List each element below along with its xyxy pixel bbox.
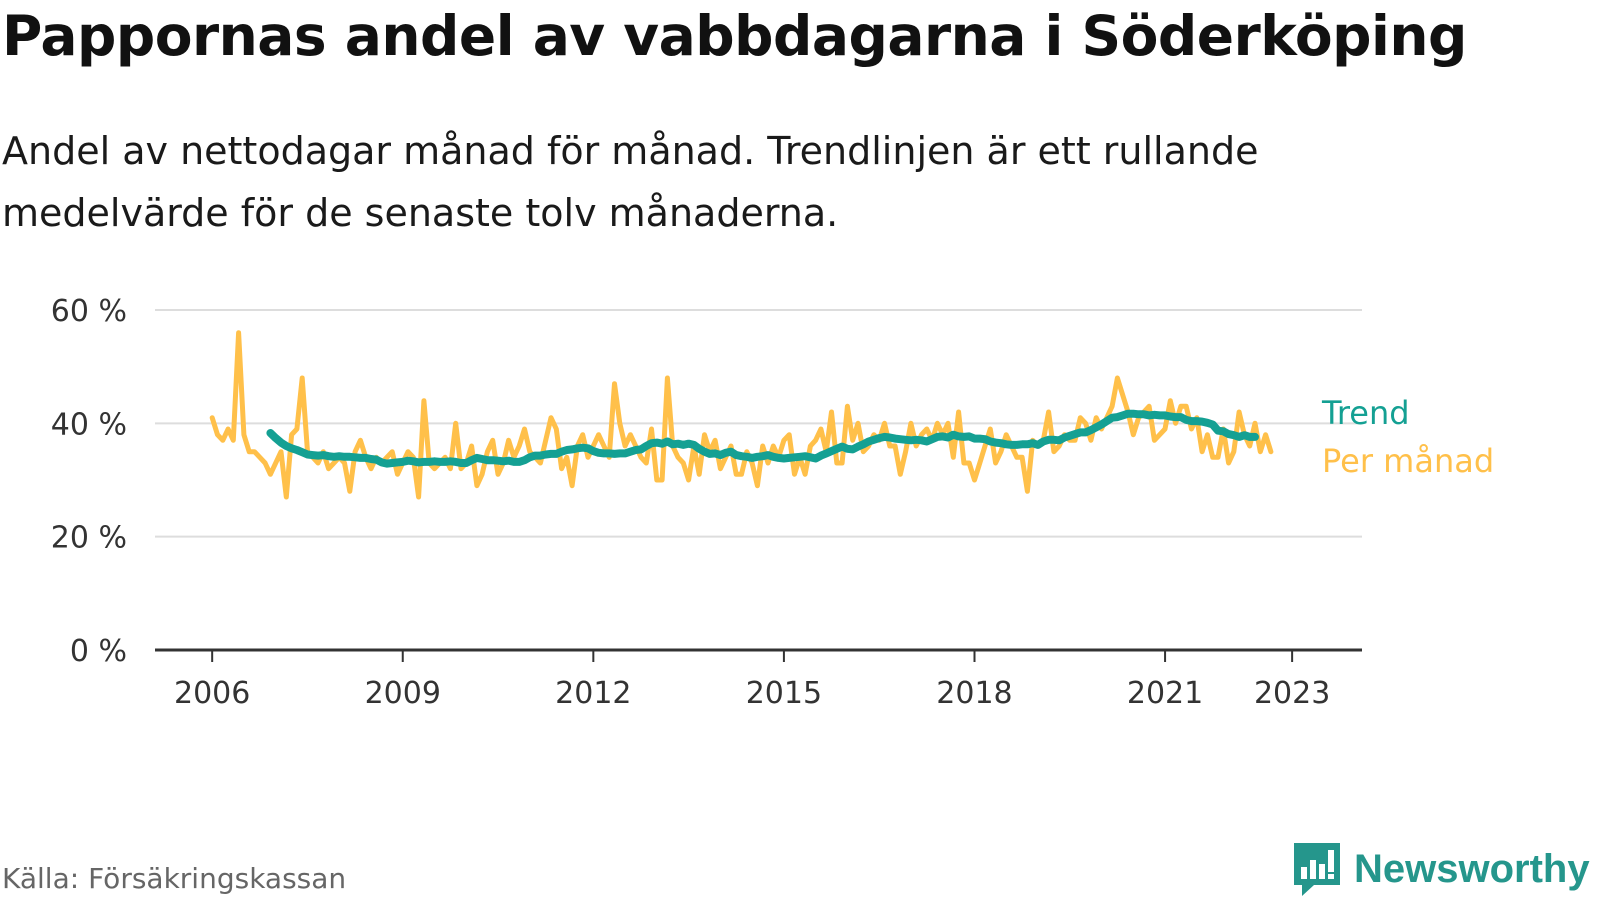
y-tick-label: 20 % (51, 521, 127, 556)
x-tick-label: 2023 (1254, 676, 1330, 711)
x-tick-label: 2012 (555, 676, 631, 711)
trend-series-line (266, 409, 1259, 468)
y-tick-label: 0 % (70, 634, 127, 669)
chart-title: Pappornas andel av vabbdagarna i Söderkö… (2, 4, 1467, 68)
legend-label-monthly: Per månad (1322, 442, 1494, 480)
x-tick-label: 2006 (174, 676, 250, 711)
source-note: Källa: Försäkringskassan (2, 862, 347, 895)
legend-label-trend: Trend (1321, 394, 1410, 432)
x-tick-label: 2015 (746, 676, 822, 711)
x-tick-label: 2018 (936, 676, 1012, 711)
newsworthy-brand[interactable]: Newsworthy (1292, 840, 1590, 898)
x-tick-label: 2021 (1127, 676, 1203, 711)
y-tick-label: 60 % (51, 294, 127, 329)
x-tick-label: 2009 (365, 676, 441, 711)
chart-subtitle: Andel av nettodagar månad för månad. Tre… (2, 129, 1259, 235)
newsworthy-logo-icon (1294, 843, 1340, 896)
y-tick-label: 40 % (51, 407, 127, 442)
newsworthy-name: Newsworthy (1354, 846, 1590, 891)
